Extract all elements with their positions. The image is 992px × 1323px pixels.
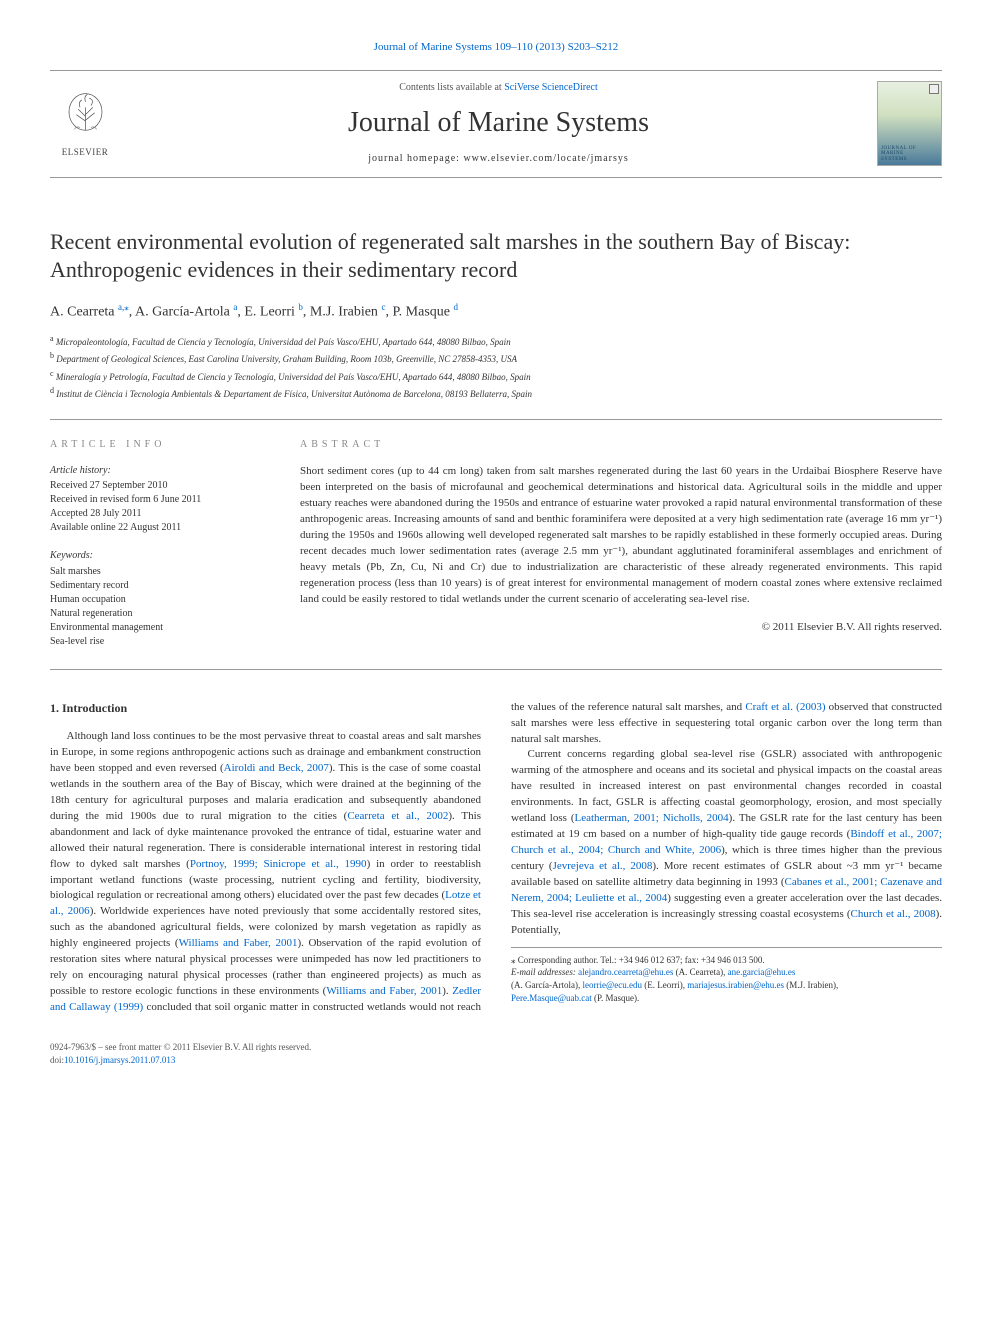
email-link[interactable]: alejandro.cearreta@ehu.es	[578, 967, 673, 977]
elsevier-logo[interactable]: ELSEVIER	[50, 86, 120, 161]
footnotes-block: ⁎ Corresponding author. Tel.: +34 946 01…	[511, 947, 942, 1004]
history-online: Available online 22 August 2011	[50, 521, 260, 535]
cover-text-line: SYSTEMS	[881, 157, 938, 163]
history-head: Article history:	[50, 464, 260, 478]
citation-link[interactable]: Williams and Faber, 2001	[179, 937, 298, 949]
journal-citation-link[interactable]: Journal of Marine Systems 109–110 (2013)…	[374, 41, 619, 53]
journal-citation[interactable]: Journal of Marine Systems 109–110 (2013)…	[50, 40, 942, 56]
doi-line: doi:10.1016/j.jmarsys.2011.07.013	[50, 1054, 311, 1067]
keyword: Salt marshes	[50, 565, 260, 579]
email-link[interactable]: mariajesus.irabien@ehu.es	[687, 980, 784, 990]
article-info-column: article info Article history: Received 2…	[50, 438, 260, 649]
header-banner: ELSEVIER Contents lists available at Sci…	[50, 70, 942, 178]
keywords-head: Keywords:	[50, 549, 260, 564]
citation-link[interactable]: Craft et al. (2003)	[745, 701, 825, 713]
section-heading: 1. Introduction	[50, 700, 481, 717]
affiliation: c Mineralogía y Petrología, Facultad de …	[50, 368, 942, 385]
keyword: Environmental management	[50, 621, 260, 635]
email-link[interactable]: ane.garcia@ehu.es	[728, 967, 796, 977]
banner-center: Contents lists available at SciVerse Sci…	[140, 81, 857, 167]
body-paragraph: Current concerns regarding global sea-le…	[511, 747, 942, 938]
keyword: Human occupation	[50, 593, 260, 607]
authors-line: A. Cearreta a,⁎, A. García-Artola a, E. …	[50, 301, 942, 323]
front-matter-block: 0924-7963/$ – see front matter © 2011 El…	[50, 1041, 311, 1067]
front-matter-line: 0924-7963/$ – see front matter © 2011 El…	[50, 1041, 311, 1054]
affiliation: a Micropaleontología, Facultad de Cienci…	[50, 333, 942, 350]
citation-link[interactable]: Leatherman, 2001; Nicholls, 2004	[574, 812, 728, 824]
abstract-column: abstract Short sediment cores (up to 44 …	[300, 438, 942, 649]
history-revised: Received in revised form 6 June 2011	[50, 493, 260, 507]
bottom-bar: 0924-7963/$ – see front matter © 2011 El…	[50, 1041, 942, 1067]
abstract-copyright: © 2011 Elsevier B.V. All rights reserved…	[300, 620, 942, 636]
article-info-head: article info	[50, 438, 260, 453]
citation-link[interactable]: Portnoy, 1999; Sinicrope et al., 1990	[190, 858, 367, 870]
keyword: Natural regeneration	[50, 607, 260, 621]
history-accepted: Accepted 28 July 2011	[50, 507, 260, 521]
body-columns: 1. Introduction Although land loss conti…	[50, 700, 942, 1016]
keyword: Sea-level rise	[50, 635, 260, 649]
journal-cover-thumbnail[interactable]: JOURNAL OF MARINE SYSTEMS	[877, 81, 942, 166]
keyword: Sedimentary record	[50, 579, 260, 593]
affiliation: b Department of Geological Sciences, Eas…	[50, 350, 942, 367]
elsevier-tree-icon	[58, 89, 113, 144]
citation-link[interactable]: Church et al., 2008	[851, 908, 936, 920]
abstract-text: Short sediment cores (up to 44 cm long) …	[300, 464, 942, 607]
affiliation: d Institut de Ciència i Tecnologia Ambie…	[50, 385, 942, 402]
elsevier-wordmark: ELSEVIER	[62, 146, 109, 159]
citation-link[interactable]: Jevrejeva et al., 2008	[553, 860, 653, 872]
info-abstract-row: article info Article history: Received 2…	[50, 438, 942, 670]
corresponding-author-note: ⁎ Corresponding author. Tel.: +34 946 01…	[511, 954, 942, 967]
article-title: Recent environmental evolution of regene…	[50, 228, 942, 285]
contents-lists-line: Contents lists available at SciVerse Sci…	[399, 81, 598, 96]
history-received: Received 27 September 2010	[50, 479, 260, 493]
citation-link[interactable]: Airoldi and Beck, 2007	[224, 762, 329, 774]
citation-link[interactable]: Cearreta et al., 2002	[347, 810, 448, 822]
citation-link[interactable]: Williams and Faber, 2001	[326, 985, 442, 997]
affiliations-block: a Micropaleontología, Facultad de Cienci…	[50, 333, 942, 420]
email-link[interactable]: leorrie@ecu.edu	[582, 980, 642, 990]
sciencedirect-link[interactable]: SciVerse ScienceDirect	[504, 82, 598, 93]
email-addresses: E-mail addresses: alejandro.cearreta@ehu…	[511, 966, 942, 1004]
journal-homepage-url[interactable]: www.elsevier.com/locate/jmarsys	[463, 153, 628, 164]
doi-link[interactable]: 10.1016/j.jmarsys.2011.07.013	[64, 1055, 175, 1065]
article-history: Article history: Received 27 September 2…	[50, 464, 260, 535]
keywords-list: Salt marshes Sedimentary record Human oc…	[50, 565, 260, 649]
journal-homepage-line: journal homepage: www.elsevier.com/locat…	[368, 152, 629, 167]
journal-title: Journal of Marine Systems	[348, 103, 649, 144]
abstract-head: abstract	[300, 438, 942, 453]
email-link[interactable]: Pere.Masque@uab.cat	[511, 993, 592, 1003]
